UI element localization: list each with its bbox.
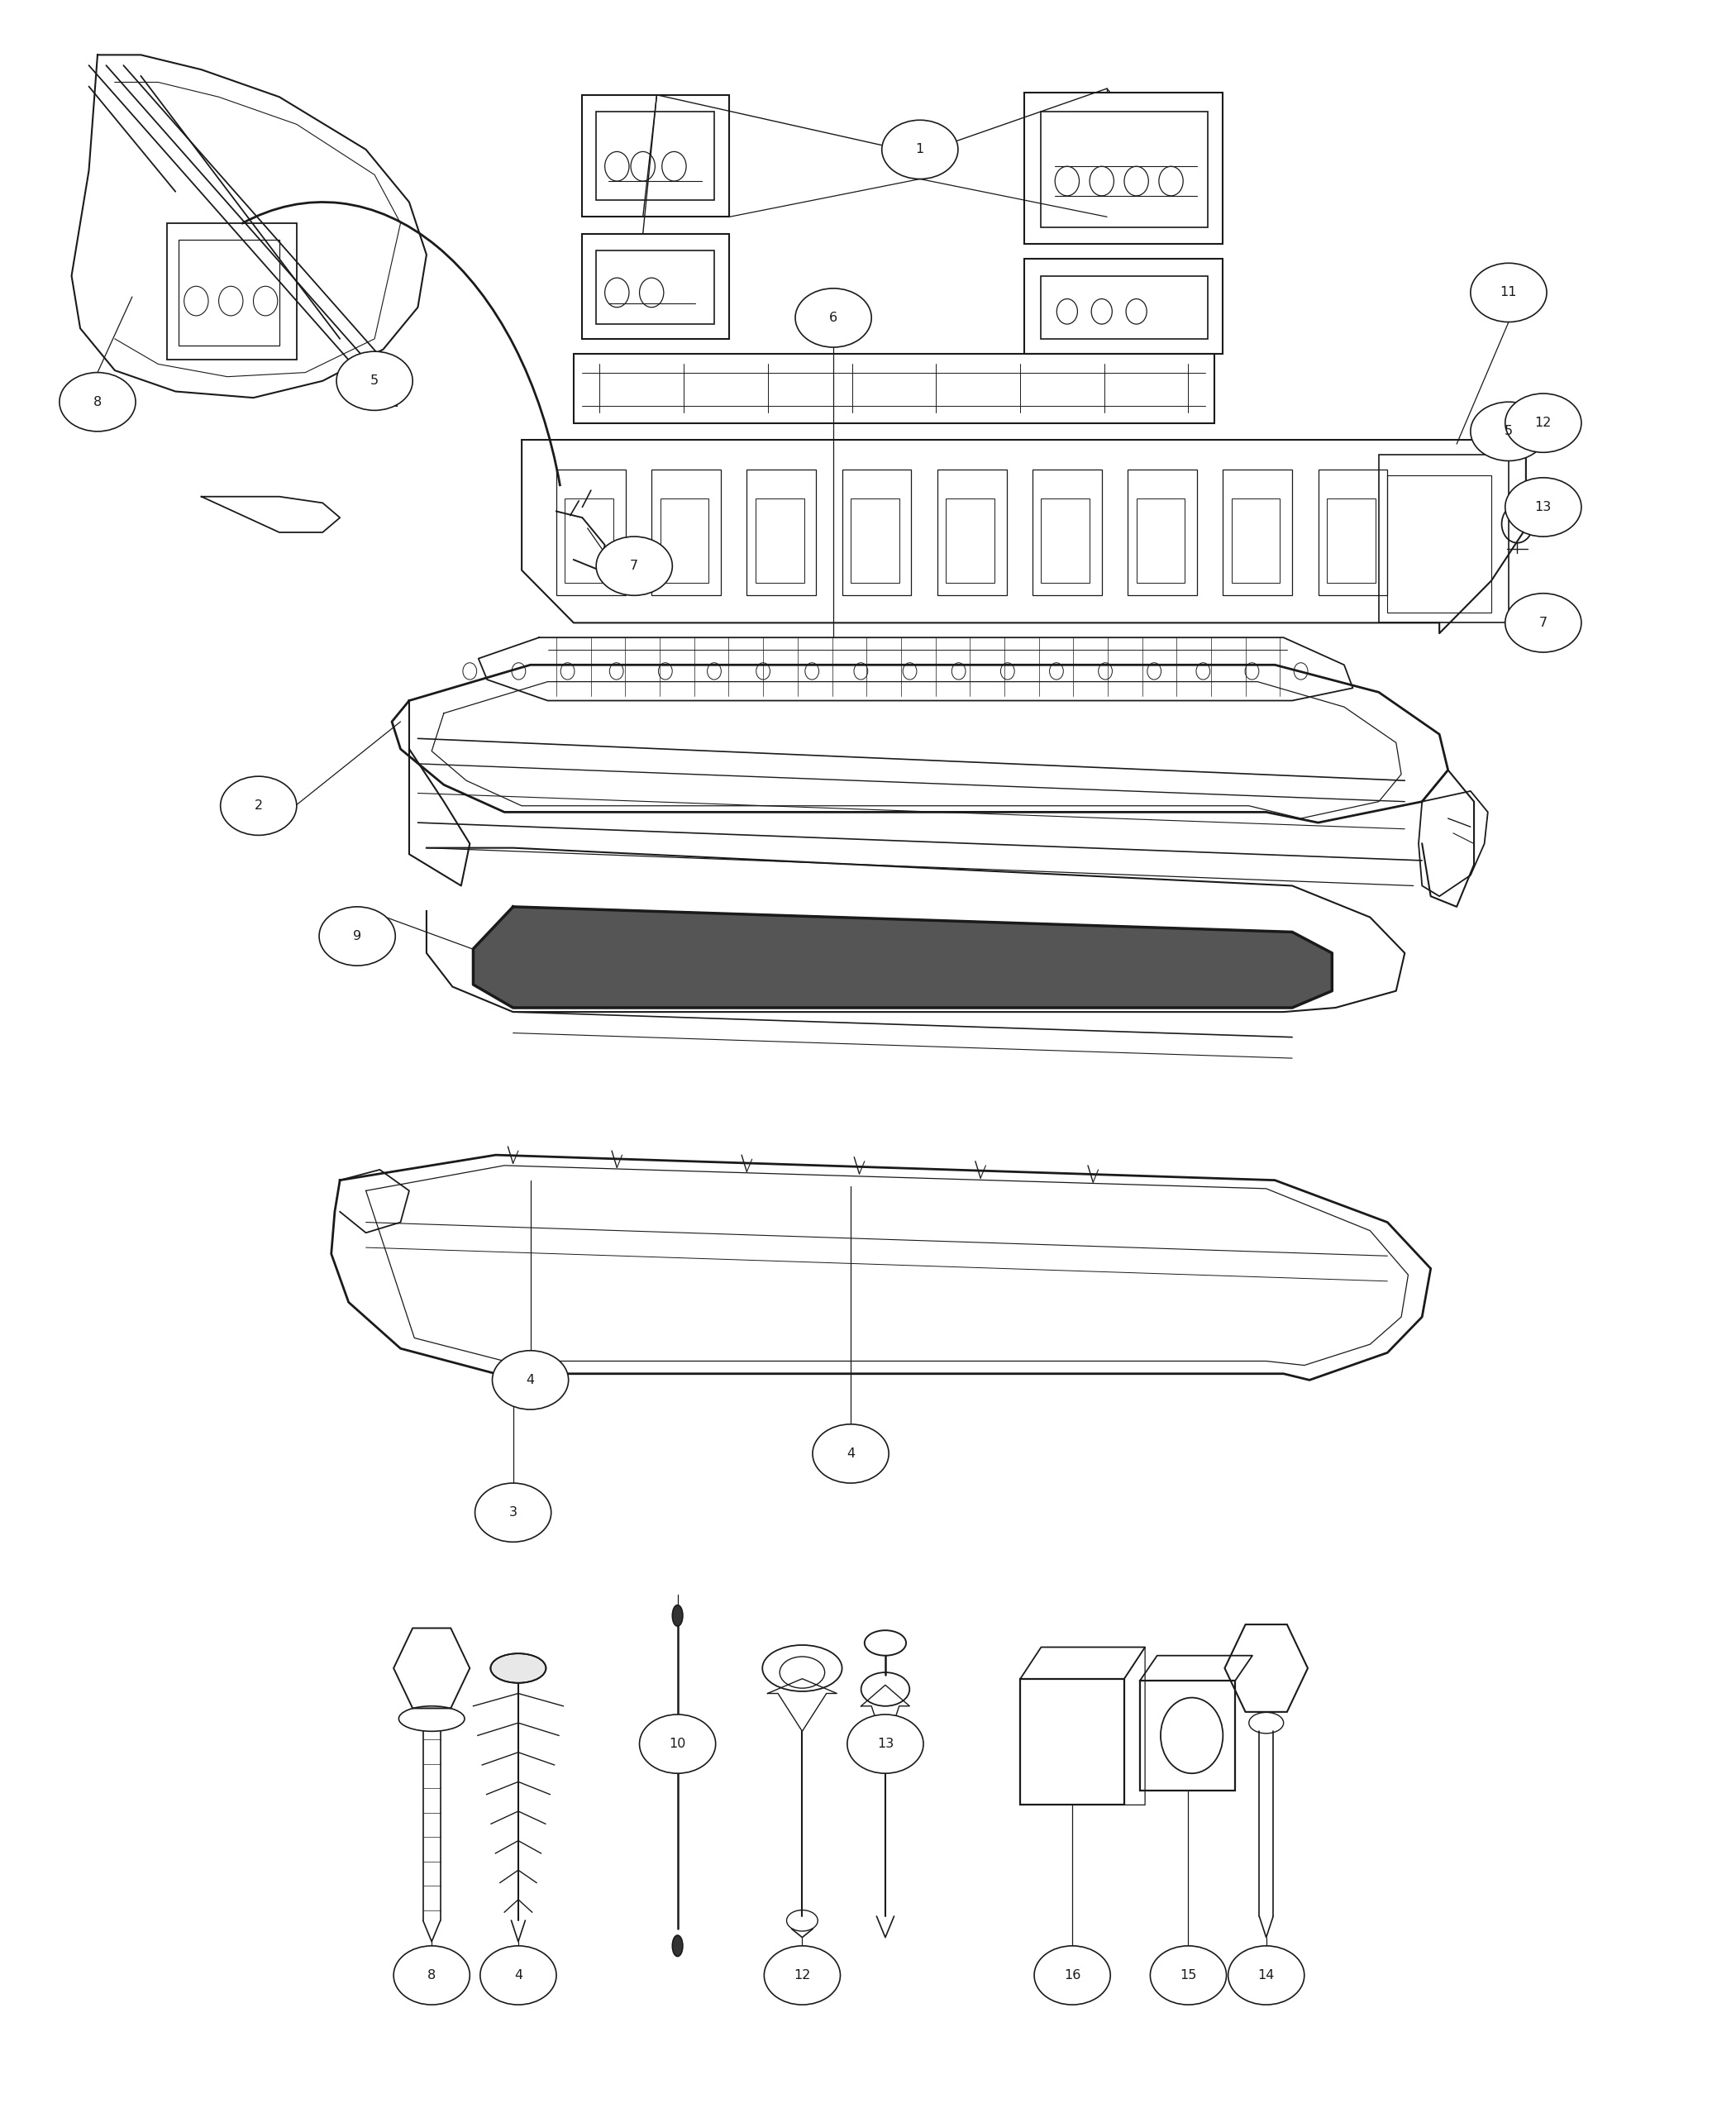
Circle shape [1526, 594, 1554, 628]
Ellipse shape [1505, 394, 1581, 453]
Ellipse shape [476, 1484, 550, 1541]
Text: 12: 12 [1535, 417, 1552, 430]
Text: 1: 1 [915, 143, 924, 156]
Ellipse shape [595, 538, 672, 594]
Ellipse shape [1151, 1946, 1226, 2005]
Text: 5: 5 [370, 375, 378, 388]
Ellipse shape [491, 1653, 545, 1682]
Ellipse shape [1505, 479, 1581, 538]
Ellipse shape [493, 1351, 568, 1410]
Text: 2: 2 [255, 799, 262, 812]
Text: 6: 6 [830, 312, 837, 325]
Text: 10: 10 [668, 1737, 686, 1750]
Ellipse shape [394, 1946, 470, 2005]
Ellipse shape [59, 373, 135, 432]
Text: 14: 14 [1259, 1969, 1274, 1982]
Ellipse shape [337, 352, 413, 411]
Text: 4: 4 [526, 1374, 535, 1387]
Ellipse shape [1035, 1946, 1111, 2005]
Ellipse shape [1227, 1946, 1304, 2005]
Ellipse shape [795, 289, 871, 348]
Text: 5: 5 [1505, 426, 1512, 438]
Text: 9: 9 [352, 930, 361, 942]
Ellipse shape [847, 1714, 924, 1773]
Text: 8: 8 [427, 1969, 436, 1982]
Polygon shape [474, 906, 1332, 1008]
Text: 8: 8 [94, 396, 102, 409]
Ellipse shape [319, 906, 396, 965]
Text: 4: 4 [847, 1448, 854, 1461]
Text: 7: 7 [1540, 618, 1547, 628]
Ellipse shape [672, 1935, 682, 1956]
Ellipse shape [672, 1604, 682, 1625]
Text: 15: 15 [1180, 1969, 1196, 1982]
Text: 13: 13 [1535, 502, 1552, 514]
Text: 7: 7 [630, 561, 639, 571]
Text: 16: 16 [1064, 1969, 1082, 1982]
Ellipse shape [882, 120, 958, 179]
Ellipse shape [812, 1425, 889, 1484]
Ellipse shape [1505, 592, 1581, 651]
Ellipse shape [1470, 264, 1547, 323]
Ellipse shape [220, 776, 297, 835]
Text: 4: 4 [514, 1969, 523, 1982]
Ellipse shape [1470, 403, 1547, 462]
Ellipse shape [481, 1946, 556, 2005]
Text: 12: 12 [793, 1969, 811, 1982]
Text: 11: 11 [1500, 287, 1517, 299]
Ellipse shape [764, 1946, 840, 2005]
Ellipse shape [639, 1714, 715, 1773]
Text: 13: 13 [877, 1737, 894, 1750]
Text: 3: 3 [509, 1507, 517, 1518]
